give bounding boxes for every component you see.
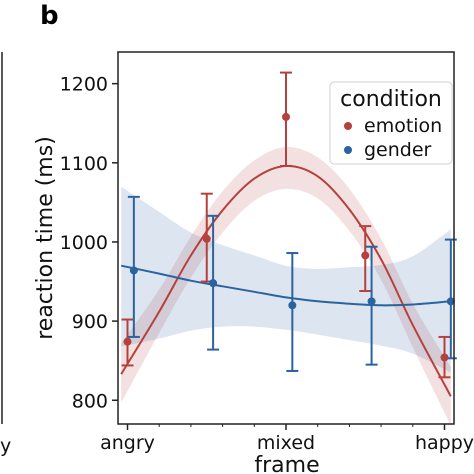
left-panel-tick-fragment: y (0, 435, 11, 457)
legend: condition emotion gender (329, 81, 453, 165)
data-point-emotion (282, 112, 290, 121)
legend-label-gender: gender (364, 139, 432, 161)
x-tick-label: happy (415, 432, 474, 454)
y-axis-title: reaction time (ms) (33, 136, 58, 340)
x-ticks: angry mixed happy (100, 424, 474, 454)
data-point-emotion (123, 337, 132, 346)
y-tick-label: 1200 (60, 74, 108, 96)
data-point-gender (367, 297, 376, 306)
legend-marker-gender (344, 146, 352, 154)
data-point-gender (446, 297, 455, 306)
x-tick-label: angry (100, 432, 155, 454)
fit-line-gender (120, 264, 451, 307)
data-point-emotion (361, 251, 370, 260)
data-point-gender (209, 279, 218, 288)
panel-letter: b (40, 1, 59, 31)
legend-box (329, 81, 453, 165)
legend-title: condition (340, 87, 442, 112)
x-tick-label: mixed (257, 432, 315, 454)
y-ticks: 800 900 1000 1100 1200 (60, 74, 118, 412)
x-axis-title: frame (254, 453, 319, 474)
y-tick-label: 800 (72, 390, 108, 412)
legend-marker-emotion (344, 122, 352, 130)
data-point-emotion (202, 234, 211, 243)
y-tick-label: 900 (72, 311, 108, 333)
legend-label-emotion: emotion (364, 115, 442, 137)
data-point-gender (129, 266, 138, 275)
data-point-emotion (440, 353, 449, 362)
y-tick-label: 1100 (60, 153, 108, 175)
y-tick-label: 1000 (60, 232, 108, 254)
confidence-bands (121, 146, 451, 426)
data-point-gender (288, 301, 297, 310)
confidence-band-gender (121, 186, 451, 373)
data-points (123, 112, 455, 362)
confidence-band-emotion (121, 146, 451, 426)
